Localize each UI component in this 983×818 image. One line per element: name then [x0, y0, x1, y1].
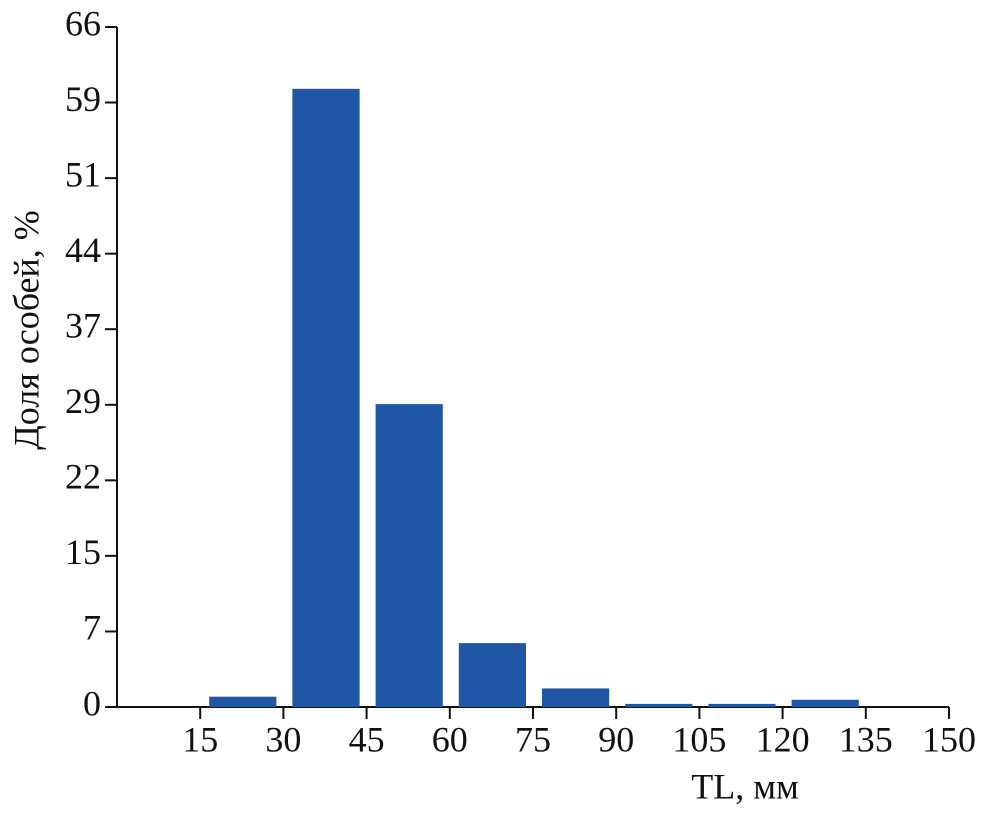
bar	[292, 88, 360, 708]
y-tick-label: 29	[65, 381, 101, 421]
y-tick-label: 15	[65, 532, 101, 572]
y-tick-label: 37	[65, 305, 101, 345]
y-tick-label: 0	[83, 683, 101, 723]
y-tick-label: 51	[65, 154, 101, 194]
y-tick-label: 44	[65, 230, 101, 270]
bar	[458, 643, 526, 707]
y-tick-label: 22	[65, 457, 101, 497]
x-tick-label: 30	[265, 719, 301, 759]
bar	[708, 703, 776, 707]
y-tick-label: 7	[83, 608, 101, 648]
bar	[209, 696, 277, 707]
x-axis-label: TL, мм	[691, 766, 799, 806]
bar	[542, 688, 610, 707]
x-tick-label: 90	[598, 719, 634, 759]
x-tick-label: 45	[349, 719, 385, 759]
x-tick-label: 135	[839, 719, 893, 759]
x-tick-label: 60	[432, 719, 468, 759]
x-tick-label: 105	[672, 719, 726, 759]
bar	[625, 703, 693, 707]
x-tick-label: 120	[756, 719, 810, 759]
y-tick-label: 59	[65, 79, 101, 119]
bar	[791, 699, 859, 707]
x-tick-label: 75	[515, 719, 551, 759]
x-tick-label: 15	[182, 719, 218, 759]
x-tick-label: 150	[922, 719, 976, 759]
bar	[375, 404, 443, 707]
y-tick-label: 66	[65, 3, 101, 43]
y-axis-label: Доля особей, %	[6, 210, 46, 450]
